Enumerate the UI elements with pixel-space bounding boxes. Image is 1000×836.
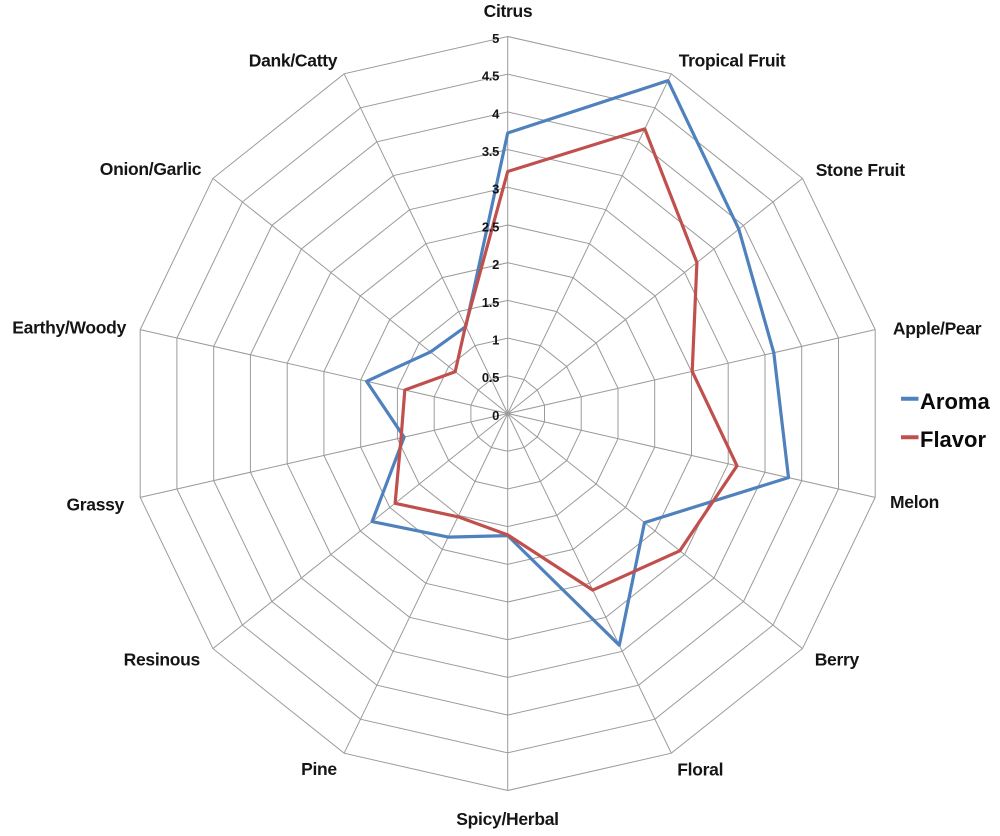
svg-text:Onion/Garlic: Onion/Garlic [100, 159, 202, 179]
svg-text:1: 1 [492, 333, 499, 348]
svg-text:Apple/Pear: Apple/Pear [893, 319, 982, 339]
svg-text:Berry: Berry [815, 649, 860, 669]
svg-text:Stone Fruit: Stone Fruit [816, 160, 906, 180]
svg-text:Spicy/Herbal: Spicy/Herbal [456, 809, 558, 829]
svg-text:3.5: 3.5 [482, 144, 499, 159]
svg-text:1.5: 1.5 [482, 295, 499, 310]
svg-text:Tropical Fruit: Tropical Fruit [679, 50, 786, 70]
svg-text:Dank/Catty: Dank/Catty [249, 50, 338, 70]
svg-text:Aroma: Aroma [920, 389, 990, 414]
svg-text:3: 3 [492, 182, 499, 197]
svg-text:4.5: 4.5 [482, 69, 499, 84]
svg-text:4: 4 [492, 106, 500, 121]
svg-text:Citrus: Citrus [484, 1, 533, 21]
svg-text:Grassy: Grassy [66, 495, 124, 515]
svg-text:2.5: 2.5 [482, 219, 499, 234]
svg-text:Flavor: Flavor [920, 427, 986, 452]
svg-text:Floral: Floral [677, 760, 723, 780]
svg-text:0: 0 [492, 408, 499, 423]
svg-text:Resinous: Resinous [124, 650, 201, 670]
svg-text:Pine: Pine [301, 759, 337, 779]
svg-text:Earthy/Woody: Earthy/Woody [12, 317, 126, 337]
svg-text:0.5: 0.5 [482, 370, 499, 385]
svg-text:Melon: Melon [890, 492, 939, 512]
svg-text:2: 2 [492, 257, 499, 272]
svg-text:5: 5 [492, 31, 499, 46]
